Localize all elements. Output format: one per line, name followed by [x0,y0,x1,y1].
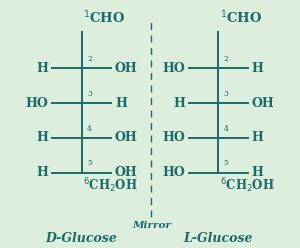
Text: HO: HO [162,62,185,75]
Text: OH: OH [115,131,138,144]
Text: H: H [252,166,263,179]
Text: D-Glucose: D-Glucose [46,232,118,245]
Text: H: H [37,62,48,75]
Text: HO: HO [162,131,185,144]
Text: HO: HO [26,97,48,110]
Text: H: H [252,62,263,75]
Text: 3: 3 [87,90,92,98]
Text: H: H [173,97,185,110]
Text: H: H [115,97,127,110]
Text: 5: 5 [87,159,92,167]
Text: $^1$CHO: $^1$CHO [220,10,262,27]
Text: $^6$CH$_2$OH: $^6$CH$_2$OH [83,176,138,195]
Text: 5: 5 [224,159,229,167]
Text: OH: OH [115,62,138,75]
Text: Mirror: Mirror [132,220,171,229]
Text: L-Glucose: L-Glucose [184,232,253,245]
Text: $^1$CHO: $^1$CHO [83,10,125,27]
Text: OH: OH [252,97,274,110]
Text: $^6$CH$_2$OH: $^6$CH$_2$OH [220,176,274,195]
Text: 4: 4 [87,125,92,133]
Text: HO: HO [162,166,185,179]
Text: H: H [37,131,48,144]
Text: 2: 2 [87,55,92,63]
Text: 3: 3 [224,90,229,98]
Text: OH: OH [115,166,138,179]
Text: H: H [252,131,263,144]
Text: 4: 4 [224,125,229,133]
Text: H: H [37,166,48,179]
Text: 2: 2 [224,55,229,63]
